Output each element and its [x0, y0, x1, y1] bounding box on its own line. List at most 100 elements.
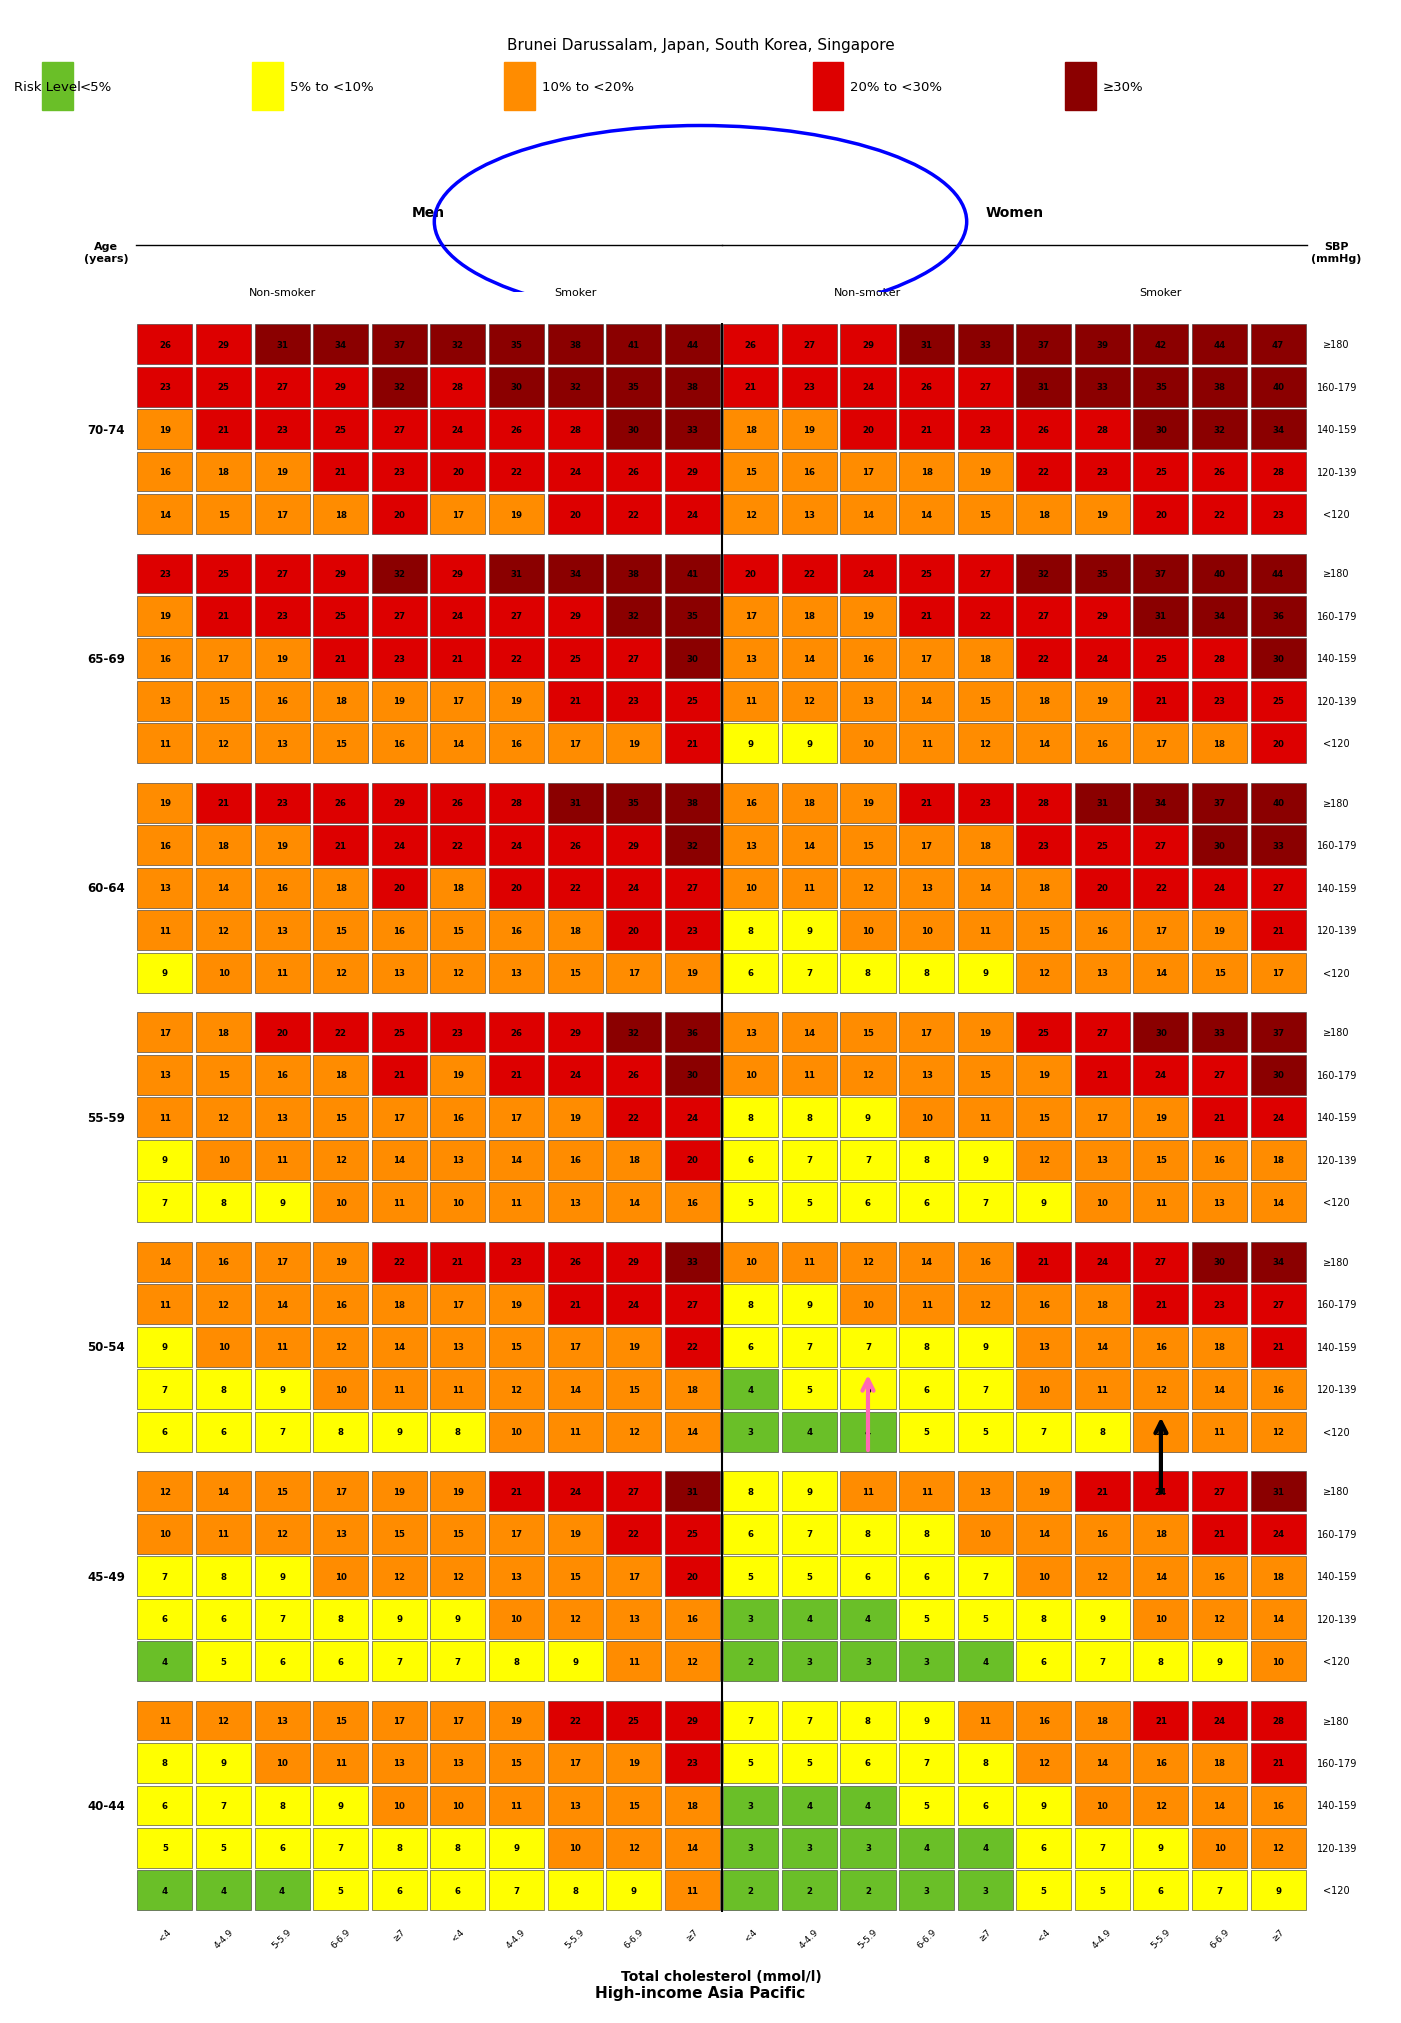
Text: 15: 15 — [1213, 969, 1226, 977]
FancyBboxPatch shape — [1016, 1141, 1072, 1179]
Text: 7: 7 — [279, 1614, 286, 1622]
Text: 9: 9 — [807, 740, 813, 749]
FancyBboxPatch shape — [196, 825, 251, 866]
Text: 17: 17 — [335, 1487, 347, 1495]
Text: <120: <120 — [1324, 1657, 1351, 1667]
FancyBboxPatch shape — [782, 554, 836, 595]
Text: 8: 8 — [864, 1529, 871, 1537]
Text: 16: 16 — [686, 1198, 698, 1208]
FancyBboxPatch shape — [899, 1556, 954, 1596]
Text: 11: 11 — [394, 1386, 405, 1394]
FancyBboxPatch shape — [255, 1641, 310, 1681]
Text: 14: 14 — [569, 1386, 581, 1394]
FancyBboxPatch shape — [430, 1327, 485, 1368]
FancyBboxPatch shape — [607, 1556, 661, 1596]
FancyBboxPatch shape — [607, 1598, 661, 1639]
FancyBboxPatch shape — [137, 1471, 192, 1511]
Text: ≥7: ≥7 — [1271, 1926, 1286, 1942]
FancyBboxPatch shape — [430, 639, 485, 680]
FancyBboxPatch shape — [664, 1829, 720, 1867]
Text: 60-64: 60-64 — [87, 882, 125, 894]
FancyBboxPatch shape — [958, 554, 1013, 595]
FancyBboxPatch shape — [1075, 1513, 1129, 1554]
FancyBboxPatch shape — [1251, 1701, 1306, 1740]
FancyBboxPatch shape — [782, 368, 836, 407]
Text: 26: 26 — [510, 425, 523, 435]
Text: ≥180: ≥180 — [1324, 1028, 1351, 1038]
FancyBboxPatch shape — [723, 453, 779, 492]
FancyBboxPatch shape — [371, 1056, 427, 1094]
Text: 28: 28 — [1272, 1716, 1285, 1726]
FancyBboxPatch shape — [664, 453, 720, 492]
Text: 6: 6 — [748, 1343, 754, 1351]
Text: 160-179: 160-179 — [1317, 611, 1358, 621]
Text: 12: 12 — [979, 1301, 991, 1309]
Text: 7: 7 — [513, 1885, 520, 1896]
Text: 15: 15 — [335, 1716, 346, 1726]
FancyBboxPatch shape — [1192, 496, 1247, 534]
FancyBboxPatch shape — [1016, 554, 1072, 595]
Text: 21: 21 — [1272, 1758, 1285, 1768]
Text: 14: 14 — [276, 1301, 289, 1309]
Text: 45-49: 45-49 — [87, 1570, 125, 1582]
FancyBboxPatch shape — [1251, 1285, 1306, 1325]
Text: 6: 6 — [163, 1614, 168, 1622]
Text: 24: 24 — [569, 467, 581, 477]
FancyBboxPatch shape — [137, 868, 192, 908]
Text: 19: 19 — [1038, 1070, 1049, 1080]
FancyBboxPatch shape — [1133, 1183, 1188, 1222]
Text: 9: 9 — [1041, 1198, 1047, 1208]
FancyBboxPatch shape — [782, 682, 836, 722]
Text: 5-5.9: 5-5.9 — [563, 1926, 587, 1950]
Text: 19: 19 — [979, 1028, 991, 1038]
Text: 19: 19 — [862, 613, 874, 621]
FancyBboxPatch shape — [664, 496, 720, 534]
Text: 10: 10 — [745, 1258, 757, 1266]
Text: 140-159: 140-159 — [1317, 1341, 1358, 1351]
Text: 5-5.9: 5-5.9 — [1149, 1926, 1173, 1950]
FancyBboxPatch shape — [899, 910, 954, 951]
Text: 32: 32 — [453, 340, 464, 350]
Text: <5%: <5% — [80, 81, 112, 93]
Text: 5: 5 — [748, 1758, 754, 1768]
Text: 25: 25 — [1038, 1028, 1049, 1038]
Text: 23: 23 — [158, 570, 171, 579]
FancyBboxPatch shape — [664, 1327, 720, 1368]
Text: 14: 14 — [920, 1258, 933, 1266]
Text: 6: 6 — [864, 1572, 871, 1580]
Text: 16: 16 — [276, 1070, 289, 1080]
Text: 10: 10 — [394, 1800, 405, 1811]
Text: 55-59: 55-59 — [87, 1111, 125, 1125]
FancyBboxPatch shape — [371, 1412, 427, 1453]
FancyBboxPatch shape — [196, 1641, 251, 1681]
FancyBboxPatch shape — [196, 1242, 251, 1283]
Text: 20: 20 — [394, 884, 405, 892]
Text: 12: 12 — [628, 1428, 640, 1436]
FancyBboxPatch shape — [958, 1786, 1013, 1825]
FancyBboxPatch shape — [255, 1014, 310, 1052]
FancyBboxPatch shape — [1133, 825, 1188, 866]
Text: 10: 10 — [335, 1572, 346, 1580]
Text: 21: 21 — [394, 1070, 405, 1080]
Text: 19: 19 — [276, 467, 289, 477]
Text: 32: 32 — [1038, 570, 1049, 579]
FancyBboxPatch shape — [196, 1141, 251, 1179]
Text: 3: 3 — [748, 1614, 754, 1622]
Text: 21: 21 — [1272, 1343, 1285, 1351]
Text: 34: 34 — [1272, 1258, 1285, 1266]
Text: 5-5.9: 5-5.9 — [856, 1926, 880, 1950]
Text: 14: 14 — [803, 842, 815, 850]
FancyBboxPatch shape — [489, 1701, 544, 1740]
FancyBboxPatch shape — [430, 1871, 485, 1910]
Text: 9: 9 — [807, 927, 813, 935]
FancyBboxPatch shape — [489, 326, 544, 364]
FancyBboxPatch shape — [489, 825, 544, 866]
Text: 11: 11 — [920, 1301, 933, 1309]
Text: 30: 30 — [686, 1070, 698, 1080]
FancyBboxPatch shape — [489, 1471, 544, 1511]
Text: 20: 20 — [1272, 740, 1285, 749]
FancyBboxPatch shape — [1251, 1829, 1306, 1867]
Text: 21: 21 — [1038, 1258, 1049, 1266]
Text: 26: 26 — [628, 1070, 640, 1080]
Text: 16: 16 — [1213, 1572, 1226, 1580]
